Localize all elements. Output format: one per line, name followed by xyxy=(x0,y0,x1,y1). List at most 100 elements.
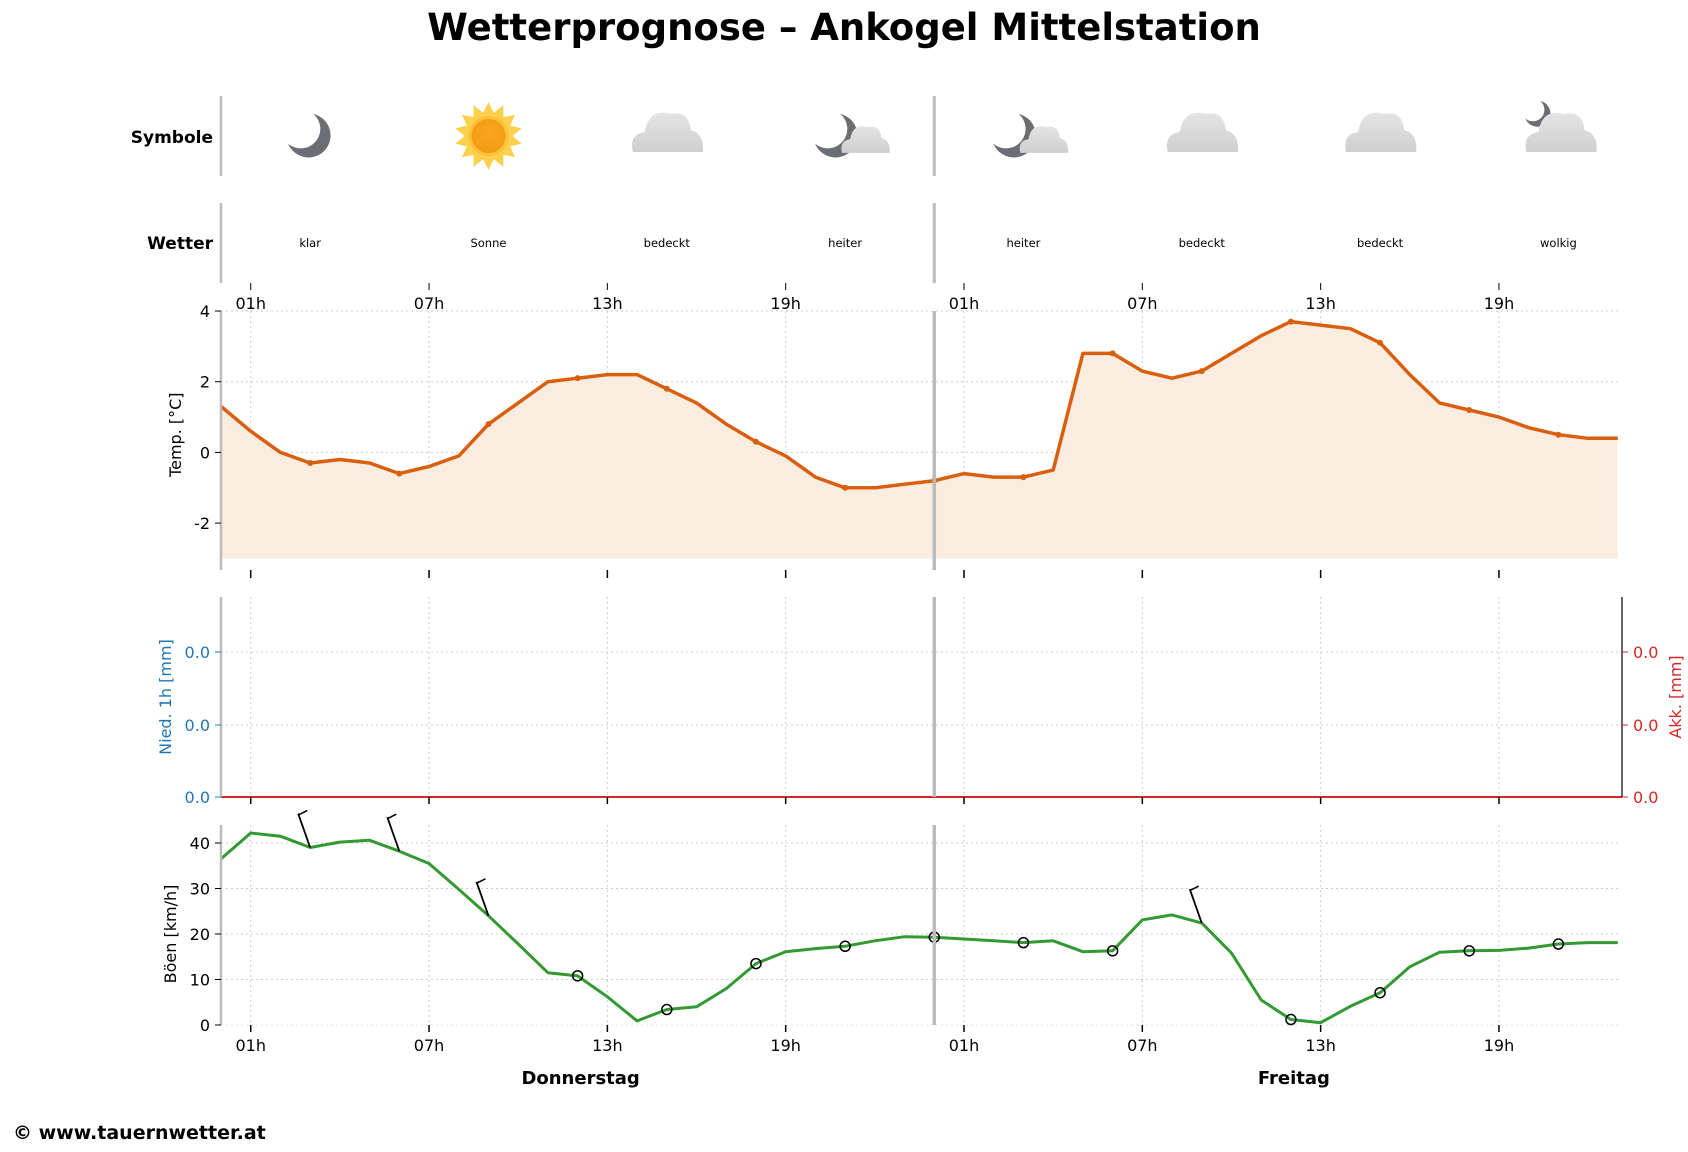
temp-ytick: -2 xyxy=(194,514,210,533)
precip-ytick-left: 0.0 xyxy=(185,716,210,735)
temp-xtick-top: 13h xyxy=(1305,294,1336,313)
precip-ylabel-left: Nied. 1h [mm] xyxy=(156,639,175,755)
wind-barb-icon xyxy=(475,881,490,917)
calm-wind-icon xyxy=(839,940,851,953)
temperature-marker xyxy=(1287,318,1294,325)
calm-wind-icon xyxy=(571,970,584,982)
gust-xtick: 07h xyxy=(1127,1036,1158,1055)
temperature-marker xyxy=(663,385,670,392)
temp-ytick: 2 xyxy=(200,373,210,392)
gust-xtick: 01h xyxy=(949,1036,980,1055)
cloud-shape xyxy=(632,112,704,152)
calm-wind-icon xyxy=(1285,1013,1297,1026)
moon-cloud-icon xyxy=(815,114,890,158)
moon-behind-cloud-icon xyxy=(1525,101,1597,152)
temp-xtick-top: 07h xyxy=(1127,294,1158,313)
symbols-row-label: Symbole xyxy=(131,128,213,148)
temperature-marker xyxy=(1466,406,1473,413)
precip-ytick-right: 0.0 xyxy=(1633,716,1658,735)
symbol-weather-rows: Symbole Wetter klar Sonne bedeckt heiter heite… xyxy=(131,96,1597,283)
temperature-marker xyxy=(1020,474,1027,481)
moon-shape xyxy=(288,114,331,158)
gust-xtick: 19h xyxy=(770,1036,801,1055)
precip-ytick-left: 0.0 xyxy=(185,643,210,662)
temp-xtick-top: 19h xyxy=(1484,294,1515,313)
cloud-shape xyxy=(1345,112,1417,152)
weather-text: klar xyxy=(299,236,321,250)
temperature-marker xyxy=(485,421,492,428)
temperature-marker xyxy=(396,470,403,477)
temperature-marker xyxy=(752,438,759,445)
temperature-marker xyxy=(1198,368,1205,375)
gust-ytick: 0 xyxy=(200,1016,210,1035)
weather-text: bedeckt xyxy=(644,236,691,250)
calm-wind-icon xyxy=(661,1003,673,1016)
temp-xtick-top: 07h xyxy=(414,294,445,313)
gust-xtick: 13h xyxy=(1305,1036,1336,1055)
gust-xtick: 19h xyxy=(1484,1036,1515,1055)
cloud-icon xyxy=(1345,112,1417,152)
temperature-marker xyxy=(574,375,581,382)
gust-ytick: 30 xyxy=(190,880,210,899)
cloud-shape xyxy=(1166,112,1239,152)
wind-barb-icon xyxy=(297,813,312,848)
weather-text: Sonne xyxy=(470,236,506,250)
temp-xtick-top: 19h xyxy=(770,294,801,313)
gusts-line xyxy=(220,831,1618,1025)
cloud-icon xyxy=(1166,112,1239,152)
sun-icon xyxy=(455,102,522,170)
gust-xtick: 07h xyxy=(414,1036,445,1055)
weather-text: bedeckt xyxy=(1179,236,1226,250)
precip-ytick-right: 0.0 xyxy=(1633,788,1658,807)
gust-ytick: 10 xyxy=(190,971,210,990)
day-label: Donnerstag xyxy=(521,1068,639,1089)
temp-xtick-top: 01h xyxy=(949,294,980,313)
cloud-shape xyxy=(841,126,890,153)
calm-wind-icon xyxy=(1552,938,1565,950)
gust-xtick: 01h xyxy=(235,1036,266,1055)
temp-ylabel: Temp. [°C] xyxy=(166,392,185,477)
weather-text: wolkig xyxy=(1540,236,1577,250)
wind-barb-icon xyxy=(386,816,401,852)
chart-title: Wetterprognose – Ankogel Mittelstation xyxy=(427,6,1261,49)
cloud-shape xyxy=(1525,112,1597,152)
wind-barb-icon xyxy=(1188,888,1203,924)
gust-ytick: 20 xyxy=(190,925,210,944)
calm-wind-icon xyxy=(1106,945,1119,957)
weather-text: bedeckt xyxy=(1357,236,1404,250)
gust-ylabel: Böen [km/h] xyxy=(161,885,180,984)
axes: -2 0 2 4 01h 07h 13h 19h 01h 07h 13h 19h Temp. [°C] 0… xyxy=(156,283,1685,1089)
gust-xtick: 13h xyxy=(592,1036,623,1055)
precip-ytick-left: 0.0 xyxy=(185,788,210,807)
weather-text: heiter xyxy=(828,236,862,250)
calm-wind-icon xyxy=(1463,945,1475,957)
day-label: Freitag xyxy=(1258,1068,1330,1089)
temperature-line xyxy=(219,319,1618,490)
cloud-icon xyxy=(632,112,704,152)
gust-ytick: 40 xyxy=(190,834,210,853)
copyright-footer: © www.tauernwetter.at xyxy=(13,1122,266,1144)
calm-wind-icon xyxy=(750,957,762,970)
calm-wind-icon xyxy=(1017,936,1030,949)
moon-cloud-icon xyxy=(993,114,1069,158)
weather-text: heiter xyxy=(1007,236,1041,250)
calm-wind-icon xyxy=(1374,986,1386,999)
precip-ytick-right: 0.0 xyxy=(1633,643,1658,662)
cloud-shape xyxy=(1019,126,1069,153)
temperature-panel xyxy=(219,318,1618,559)
temp-ytick: 0 xyxy=(200,443,210,462)
gusts-panel xyxy=(220,809,1618,1026)
precip-ylabel-right: Akk. [mm] xyxy=(1666,655,1685,738)
temperature-marker xyxy=(307,460,314,467)
temp-xtick-top: 01h xyxy=(235,294,266,313)
temp-xtick-top: 13h xyxy=(592,294,623,313)
weather-row-label: Wetter xyxy=(147,234,213,254)
temperature-marker xyxy=(1109,350,1116,357)
temperature-marker xyxy=(1555,431,1562,438)
temperature-marker xyxy=(1377,339,1384,346)
temp-ytick: 4 xyxy=(200,302,210,321)
temperature-area xyxy=(221,321,1618,559)
moon-icon xyxy=(288,114,331,158)
temperature-marker xyxy=(842,484,849,491)
